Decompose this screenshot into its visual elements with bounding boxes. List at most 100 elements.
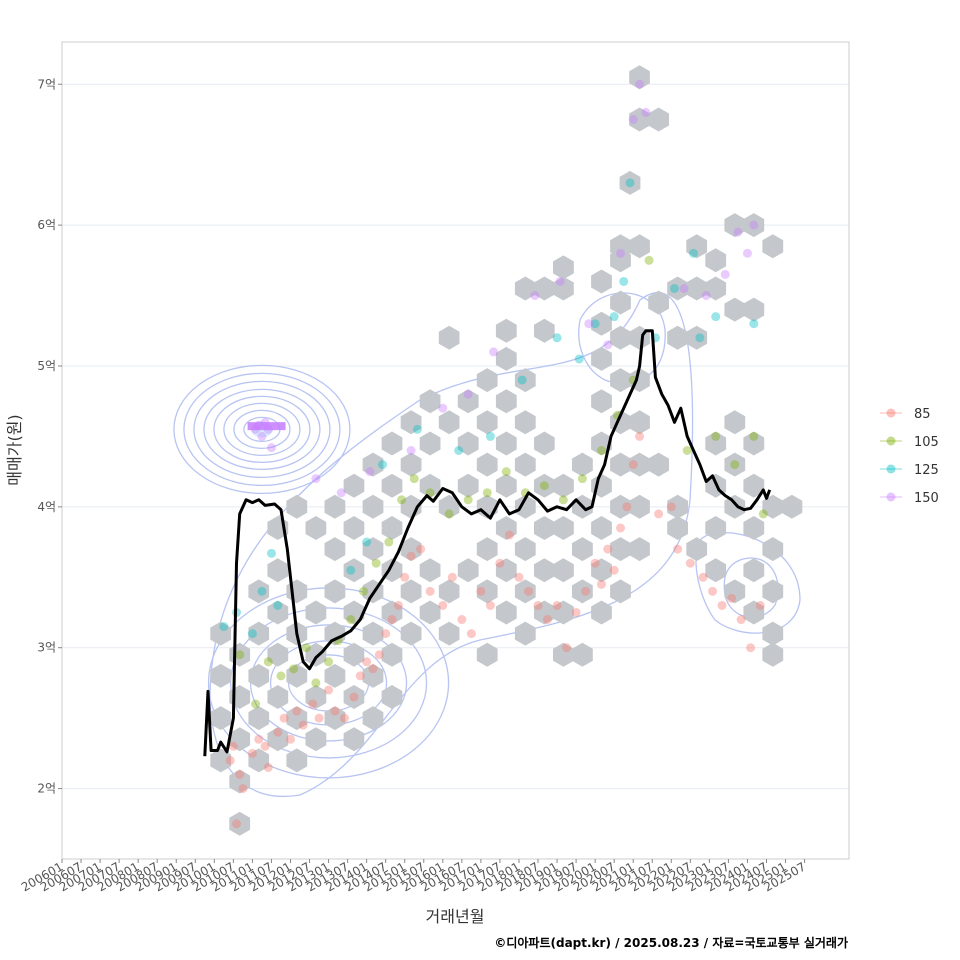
scatter-point-85	[698, 572, 708, 582]
hexbin	[343, 558, 365, 583]
hexbin	[667, 516, 688, 540]
hexbin	[438, 579, 460, 604]
scatter-point-125	[625, 178, 635, 188]
hexbin	[553, 255, 574, 280]
scatter-point-85	[622, 502, 632, 512]
hexbin	[514, 276, 536, 301]
scatter-point-85	[381, 629, 391, 639]
hexbin	[629, 494, 650, 519]
hexbin	[724, 410, 746, 435]
hexbin	[534, 473, 555, 498]
hexbin	[762, 494, 784, 519]
hexbin	[305, 642, 327, 667]
hexbin	[629, 452, 650, 477]
hexbin	[591, 600, 612, 625]
hexbin	[705, 276, 727, 301]
hexbin	[610, 234, 631, 259]
hexbin	[400, 410, 422, 435]
scatter-point-85	[324, 685, 334, 695]
hexbin	[476, 410, 498, 435]
density-contour	[173, 364, 351, 495]
trend-line	[203, 329, 772, 757]
scatter-point-125	[711, 312, 721, 322]
hexbin	[724, 297, 746, 322]
density-contour	[209, 291, 694, 797]
scatter-point-125	[669, 284, 679, 294]
density-contour	[229, 607, 428, 759]
hexbin	[286, 494, 308, 519]
hexbin	[267, 642, 289, 667]
hexbin	[648, 290, 669, 315]
scatter-point-85	[746, 643, 756, 653]
hexbin	[343, 642, 365, 667]
hexbin	[210, 748, 232, 773]
legend-item-85: 85	[880, 407, 931, 422]
hexbin	[495, 558, 517, 583]
hexbin	[495, 346, 517, 371]
scatter-point-150	[266, 443, 276, 453]
hexbin	[495, 473, 517, 498]
hexbin	[457, 389, 479, 414]
scatter-point-125	[247, 629, 257, 639]
scatter-point-85	[308, 699, 318, 709]
scatter-point-85	[485, 600, 495, 610]
hexbin	[572, 537, 593, 562]
hexbin	[324, 706, 346, 731]
caption: ©디아파트(dapt.kr) / 2025.08.23 / 자료=국토교통부 실…	[494, 935, 848, 950]
hexbin	[343, 727, 365, 752]
scatter-point-125	[273, 600, 283, 610]
hexbin	[705, 248, 727, 273]
hexbin	[229, 811, 251, 836]
scatter-point-150	[336, 488, 346, 498]
hexbin	[629, 234, 650, 259]
scatter-point-85	[292, 706, 302, 716]
scatter-point-85	[685, 558, 695, 568]
cluster-150-mark	[247, 422, 286, 431]
x-axis-title: 거래년월	[426, 907, 485, 926]
hexbin	[400, 452, 422, 477]
hexbin	[229, 769, 251, 794]
hexbin	[553, 473, 574, 498]
hexbin	[362, 621, 384, 646]
hexbin-layer	[210, 65, 803, 836]
density-contour	[203, 388, 321, 471]
scatter-point-105	[558, 495, 568, 505]
scatter-point-150	[635, 79, 645, 89]
legend: 85 105 125 150	[880, 407, 939, 506]
scatter-point-85	[609, 565, 619, 575]
hexbin	[762, 537, 784, 562]
hexbin	[591, 346, 612, 371]
scatter-point-85	[235, 769, 245, 779]
scatter-point-105	[301, 643, 311, 653]
scatter-point-150	[701, 291, 711, 301]
legend-label-125: 125	[914, 463, 939, 478]
y-tick-label: 7억	[37, 77, 56, 91]
scatter-point-85	[581, 586, 591, 596]
hexbin	[743, 431, 765, 456]
hexbin	[343, 685, 365, 709]
scatter-point-105	[682, 446, 692, 455]
hexbin	[534, 558, 555, 583]
hexbin	[438, 410, 460, 435]
scatter-point-105	[596, 446, 606, 455]
scatter-point-150	[584, 319, 594, 329]
hexbin	[343, 473, 365, 498]
scatter-point-85	[596, 579, 606, 589]
hexbin	[743, 213, 765, 238]
scatter-point-105	[289, 664, 299, 674]
hexbin	[229, 727, 251, 752]
hexbin	[495, 600, 517, 625]
legend-item-105: 105	[880, 435, 939, 450]
scatter-point-150	[438, 403, 448, 413]
scatter-point-125	[266, 548, 276, 558]
hexbin	[495, 318, 517, 343]
scatter-point-105	[711, 431, 721, 441]
scatter-point-85	[330, 706, 340, 716]
legend-item-150: 150	[880, 491, 939, 506]
scatter-point-125	[257, 586, 267, 596]
scatter-point-105	[397, 495, 407, 505]
hexbin	[495, 389, 517, 414]
hexbin	[381, 642, 403, 667]
